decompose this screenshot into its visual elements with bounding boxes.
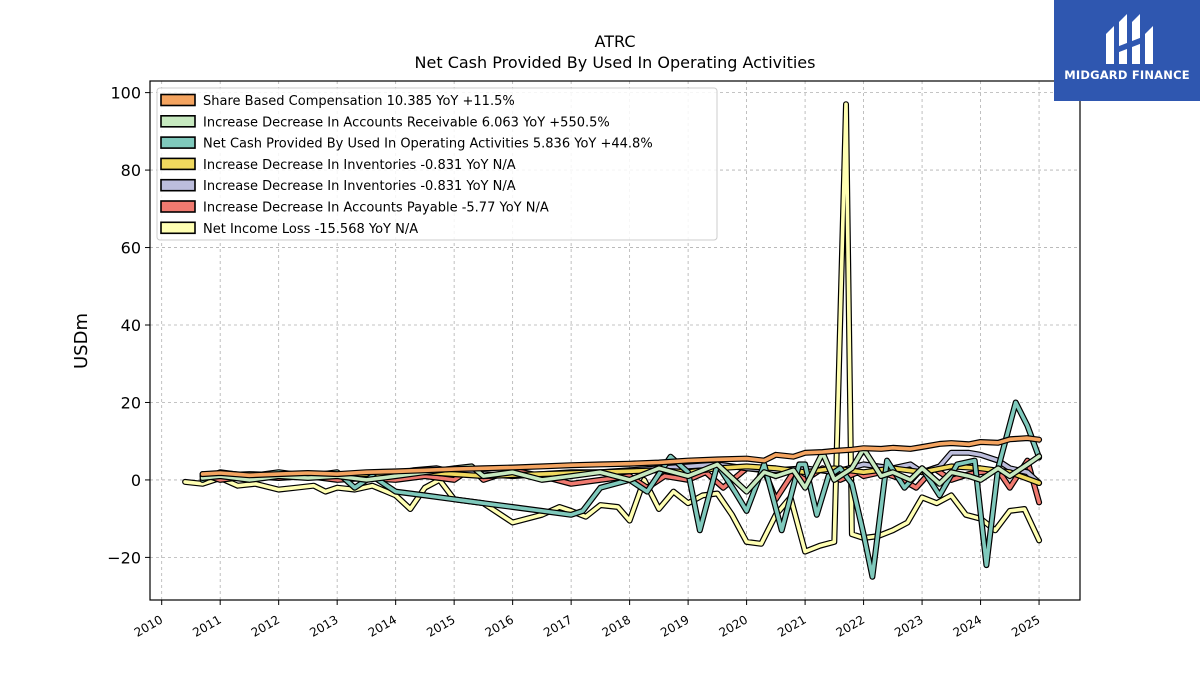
y-tick-label: 100 [110, 84, 141, 103]
plot-frame [149, 80, 1081, 601]
legend-label: Increase Decrease In Inventories -0.831 … [203, 158, 516, 173]
chart-title: ATRC [595, 32, 636, 51]
legend-label: Increase Decrease In Accounts Payable -5… [203, 201, 549, 216]
series-line-stroke [200, 436, 1041, 478]
legend-swatch [160, 157, 196, 171]
brand-logo: MIDGARD FINANCE [1054, 0, 1200, 101]
brand-mark-icon [1106, 14, 1153, 64]
series-line-1 [199, 445, 1043, 495]
series-line-stroke [183, 102, 1041, 554]
legend-label: Net Cash Provided By Used In Operating A… [203, 137, 653, 152]
legend-swatch [160, 200, 196, 213]
legend-label: Increase Decrease In Inventories -0.831 … [203, 179, 516, 194]
legend-box [156, 87, 718, 241]
legend-swatch [160, 115, 196, 128]
y-tick-label: 0 [131, 471, 141, 490]
series-line-2 [199, 399, 1043, 580]
y-tick-label: 80 [121, 161, 141, 180]
chart-subtitle: Net Cash Provided By Used In Operating A… [415, 53, 816, 72]
legend-label: Share Based Compensation 10.385 YoY +11.… [203, 94, 515, 109]
legend-label: Increase Decrease In Accounts Receivable… [203, 115, 610, 130]
series-line-stroke [200, 400, 1041, 579]
series-line-0 [199, 435, 1043, 479]
series-line-6 [182, 101, 1043, 555]
legend-label: Net Income Loss -15.568 YoY N/A [203, 222, 418, 237]
legend-swatch [160, 178, 196, 192]
legend: Share Based Compensation 10.385 YoY +11.… [156, 87, 718, 241]
legend-swatch [160, 93, 196, 107]
brand-name: MIDGARD FINANCE [1064, 68, 1190, 82]
series-lines [182, 101, 1043, 580]
series-line-stroke [200, 447, 1041, 494]
y-tick-label: 60 [121, 239, 141, 258]
y-tick-label: 20 [121, 393, 141, 412]
y-tick-label: −20 [107, 548, 141, 567]
legend-swatch [160, 136, 196, 149]
y-axis-label: USDm [71, 313, 92, 369]
y-tick-label: 40 [121, 316, 141, 335]
legend-swatch [160, 221, 196, 235]
